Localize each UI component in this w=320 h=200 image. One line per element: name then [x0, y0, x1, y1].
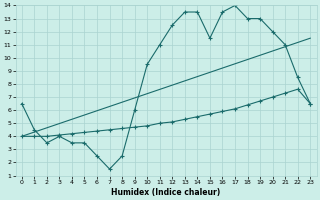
X-axis label: Humidex (Indice chaleur): Humidex (Indice chaleur): [111, 188, 221, 197]
